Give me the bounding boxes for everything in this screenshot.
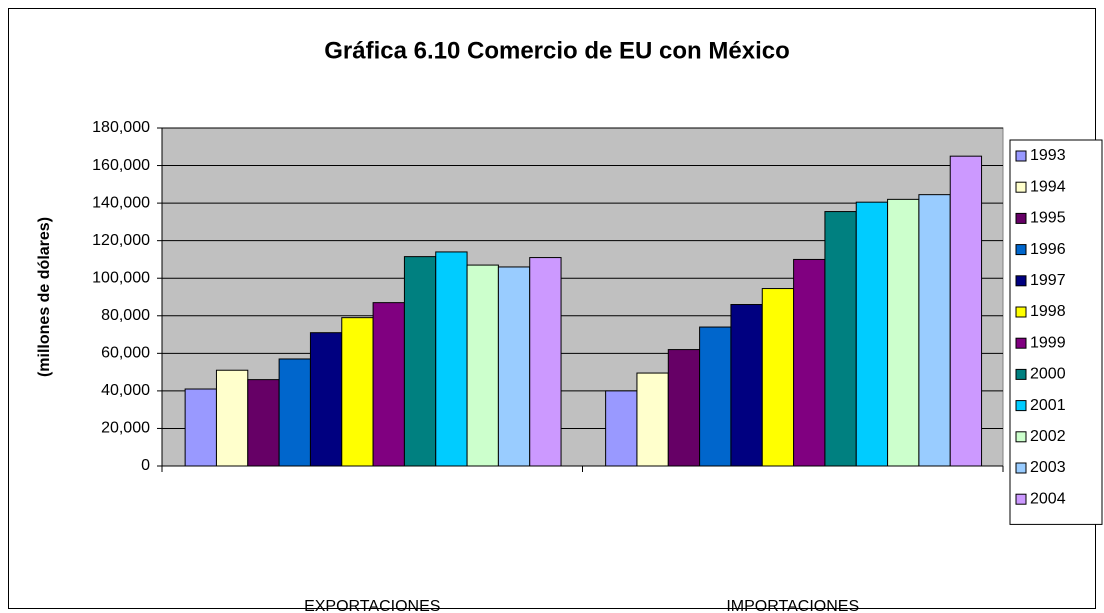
y-tick-label: 160,000 <box>92 157 150 174</box>
bar <box>667 349 701 467</box>
legend-label: 2000 <box>1030 366 1066 383</box>
legend-label: 1999 <box>1030 334 1066 351</box>
legend-label: 1998 <box>1030 303 1066 320</box>
bar <box>793 258 826 467</box>
legend-swatch <box>1015 462 1027 474</box>
bar <box>435 251 468 467</box>
legend-swatch <box>1015 150 1027 162</box>
bar <box>466 264 499 467</box>
legend-box <box>1009 139 1103 525</box>
y-tick-label: 80,000 <box>101 307 150 324</box>
legend-swatch <box>1015 368 1027 380</box>
legend-label: 1997 <box>1030 272 1066 289</box>
legend-label: 2003 <box>1030 459 1066 476</box>
y-tick-label: 0 <box>141 457 150 474</box>
bar <box>215 369 249 467</box>
bar <box>761 288 795 467</box>
bar <box>403 256 437 467</box>
y-tick-label: 140,000 <box>92 194 150 211</box>
bar <box>497 266 531 467</box>
y-tick-label: 60,000 <box>101 345 150 362</box>
legend-label: 1993 <box>1030 147 1066 164</box>
bar <box>341 317 374 467</box>
bar <box>887 198 920 467</box>
bar <box>636 372 669 467</box>
bar <box>529 257 562 467</box>
legend-swatch <box>1015 181 1027 193</box>
y-axis-label: (millones de dólares) <box>36 217 53 377</box>
x-tick-label: EXPORTACIONES <box>304 598 440 613</box>
legend-label: 1994 <box>1030 178 1066 195</box>
bar <box>949 155 983 467</box>
bar <box>247 379 280 467</box>
y-tick-label: 20,000 <box>101 420 150 437</box>
bar <box>730 304 763 467</box>
bar <box>918 194 951 467</box>
legend-label: 1995 <box>1030 210 1066 227</box>
legend-swatch <box>1015 244 1027 256</box>
legend-swatch <box>1015 306 1027 318</box>
y-tick-label: 40,000 <box>101 382 150 399</box>
bar <box>372 302 405 467</box>
legend-label: 2001 <box>1030 397 1066 414</box>
y-tick-label: 120,000 <box>92 232 150 249</box>
legend-swatch <box>1015 337 1027 349</box>
bar <box>278 358 311 467</box>
legend-label: 2004 <box>1030 490 1066 507</box>
legend-swatch <box>1015 400 1027 412</box>
legend-label: 2002 <box>1030 428 1066 445</box>
bar <box>699 326 732 467</box>
legend-swatch <box>1015 493 1027 505</box>
bar <box>855 201 889 467</box>
x-tick-label: IMPORTACIONES <box>726 598 859 613</box>
y-tick-label: 180,000 <box>92 119 150 136</box>
bar <box>824 211 857 467</box>
legend-swatch <box>1015 275 1027 287</box>
bar <box>184 388 217 467</box>
chart-title: Gráfica 6.10 Comercio de EU con México <box>324 37 790 64</box>
legend-label: 1996 <box>1030 241 1066 258</box>
y-tick-label: 100,000 <box>92 269 150 286</box>
legend-swatch <box>1015 212 1027 224</box>
bar <box>605 390 638 467</box>
bar <box>309 332 343 467</box>
legend-swatch <box>1015 431 1027 443</box>
